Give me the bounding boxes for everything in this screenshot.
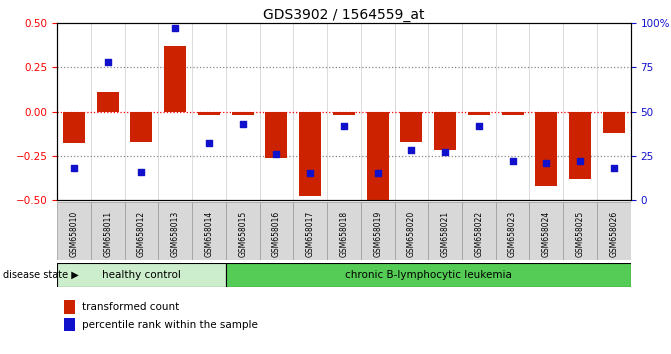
Title: GDS3902 / 1564559_at: GDS3902 / 1564559_at: [263, 8, 425, 22]
Point: [372, 171, 383, 176]
Point: [68, 165, 79, 171]
Point: [575, 158, 586, 164]
Bar: [97, 92, 119, 112]
Bar: [266, 112, 287, 158]
Bar: [231, 112, 254, 115]
Bar: [366, 112, 389, 200]
Bar: [502, 112, 523, 115]
Bar: [158, 202, 192, 260]
Text: GSM658017: GSM658017: [305, 211, 315, 257]
Bar: [529, 202, 563, 260]
Text: GSM658026: GSM658026: [609, 211, 619, 257]
Bar: [57, 202, 91, 260]
Bar: [164, 46, 186, 112]
Point: [474, 123, 484, 129]
Bar: [603, 112, 625, 133]
Text: GSM658022: GSM658022: [474, 211, 483, 257]
Text: disease state ▶: disease state ▶: [3, 270, 79, 280]
Bar: [468, 112, 490, 115]
Text: GSM658010: GSM658010: [69, 211, 79, 257]
Point: [305, 171, 315, 176]
Bar: [125, 202, 158, 260]
Bar: [496, 202, 529, 260]
Bar: [299, 112, 321, 196]
Text: chronic B-lymphocytic leukemia: chronic B-lymphocytic leukemia: [345, 270, 512, 280]
Point: [406, 148, 417, 153]
Bar: [198, 112, 220, 115]
Bar: [64, 318, 75, 331]
Bar: [535, 112, 558, 186]
Bar: [260, 202, 293, 260]
Bar: [395, 202, 428, 260]
Bar: [361, 202, 395, 260]
Bar: [64, 300, 75, 314]
Point: [271, 151, 282, 157]
Bar: [401, 112, 422, 142]
Bar: [192, 202, 225, 260]
Text: transformed count: transformed count: [82, 302, 179, 312]
Bar: [327, 202, 361, 260]
Text: GSM658011: GSM658011: [103, 211, 112, 257]
Text: GSM658021: GSM658021: [441, 211, 450, 257]
Bar: [293, 202, 327, 260]
Bar: [225, 263, 631, 287]
Bar: [225, 202, 260, 260]
Bar: [130, 112, 152, 142]
Point: [507, 158, 518, 164]
Point: [339, 123, 350, 129]
Bar: [563, 202, 597, 260]
Text: GSM658019: GSM658019: [373, 211, 382, 257]
Bar: [428, 202, 462, 260]
Text: GSM658023: GSM658023: [508, 211, 517, 257]
Text: GSM658014: GSM658014: [205, 211, 213, 257]
Bar: [569, 112, 591, 179]
Point: [541, 160, 552, 166]
Text: GSM658012: GSM658012: [137, 211, 146, 257]
Point: [102, 59, 113, 65]
Text: GSM658018: GSM658018: [340, 211, 348, 257]
Text: GSM658016: GSM658016: [272, 211, 281, 257]
Point: [609, 165, 619, 171]
Bar: [63, 112, 85, 143]
Bar: [91, 202, 125, 260]
Bar: [462, 202, 496, 260]
Text: GSM658013: GSM658013: [170, 211, 180, 257]
Point: [203, 141, 214, 146]
Text: GSM658020: GSM658020: [407, 211, 416, 257]
Text: GSM658024: GSM658024: [542, 211, 551, 257]
Text: healthy control: healthy control: [102, 270, 181, 280]
Text: percentile rank within the sample: percentile rank within the sample: [82, 320, 258, 330]
Bar: [333, 112, 355, 115]
Bar: [597, 202, 631, 260]
Bar: [57, 263, 225, 287]
Point: [170, 25, 180, 31]
Text: GSM658025: GSM658025: [576, 211, 584, 257]
Text: GSM658015: GSM658015: [238, 211, 247, 257]
Bar: [434, 112, 456, 150]
Point: [440, 149, 450, 155]
Point: [238, 121, 248, 127]
Point: [136, 169, 147, 175]
